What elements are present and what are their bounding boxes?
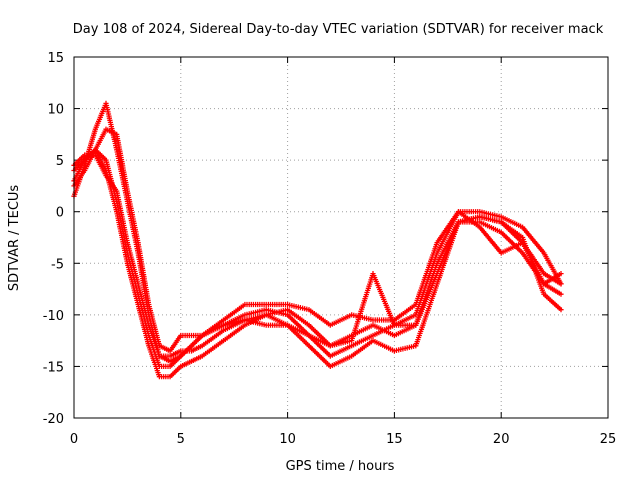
x-tick-label: 10 bbox=[279, 432, 296, 447]
y-tick-label: 5 bbox=[56, 154, 64, 169]
x-tick-label: 0 bbox=[70, 432, 78, 447]
y-tick-label: 0 bbox=[56, 206, 64, 221]
plot-series bbox=[71, 100, 564, 380]
plot-frame bbox=[73, 56, 609, 419]
x-tick-label: 5 bbox=[177, 432, 185, 447]
y-tick-label: -15 bbox=[43, 360, 64, 375]
x-tick-label: 20 bbox=[493, 432, 510, 447]
y-tick-label: -20 bbox=[43, 412, 64, 427]
x-tick-label: 25 bbox=[600, 432, 617, 447]
x-axis-label: GPS time / hours bbox=[286, 459, 395, 474]
y-tick-label: -5 bbox=[51, 257, 64, 272]
y-axis-label: SDTVAR / TECUs bbox=[7, 185, 22, 292]
chart-title: Day 108 of 2024, Sidereal Day-to-day VTE… bbox=[73, 22, 604, 37]
x-tick-labels: 0 5 10 15 20 25 bbox=[70, 432, 616, 447]
y-tick-label: 10 bbox=[47, 103, 64, 118]
y-tick-label: -10 bbox=[43, 309, 64, 324]
x-tick-label: 15 bbox=[386, 432, 403, 447]
y-tick-label: 15 bbox=[47, 51, 64, 66]
y-tick-labels: -20 -15 -10 -5 0 5 10 15 bbox=[43, 51, 64, 427]
